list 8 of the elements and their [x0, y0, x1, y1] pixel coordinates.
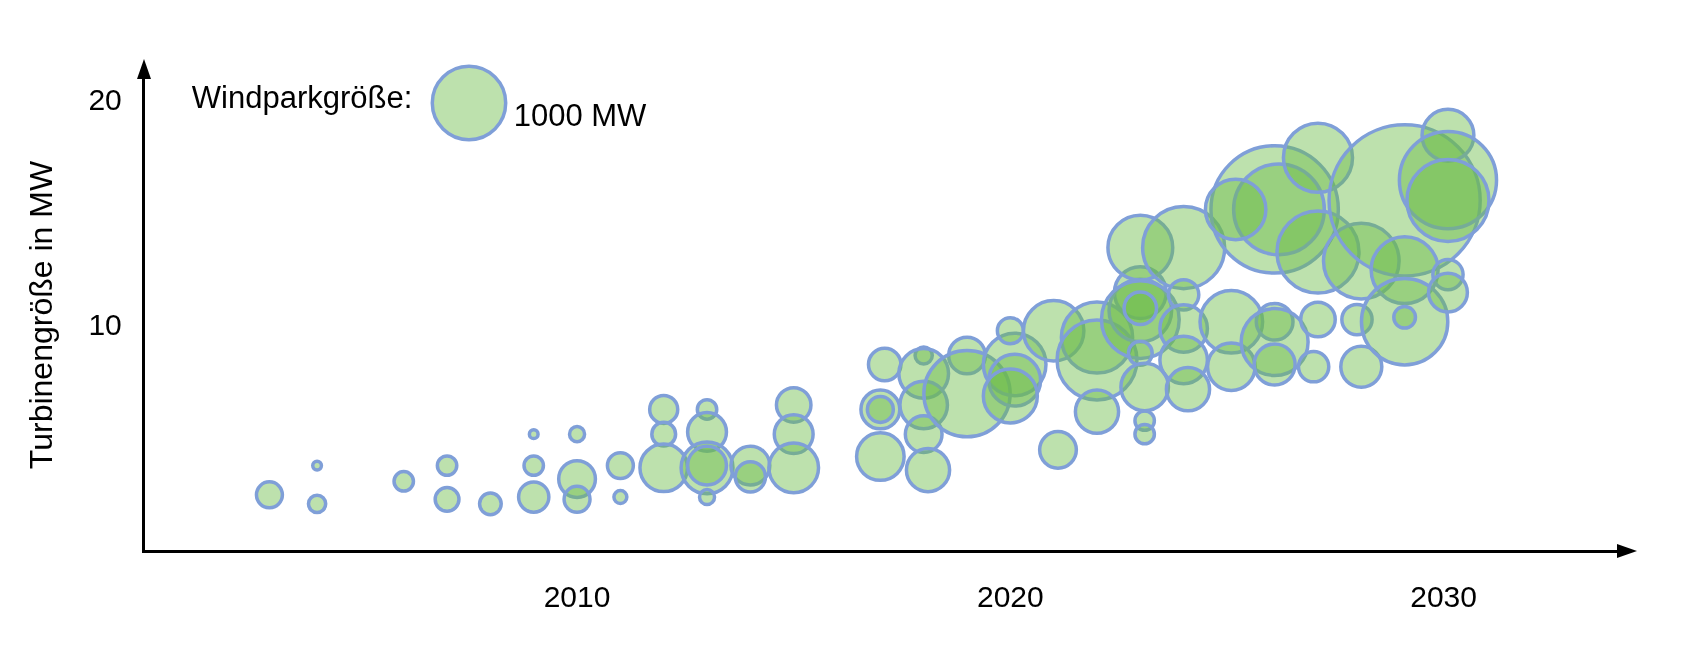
- y-tick-label: 20: [88, 82, 122, 116]
- y-tick-label: 10: [88, 307, 122, 341]
- x-tick-label: 2020: [976, 580, 1044, 614]
- x-tick-label: 2010: [543, 580, 611, 614]
- x-tick-label: 2030: [1410, 580, 1477, 614]
- legend-title: Windparkgröße:: [191, 79, 413, 115]
- y-axis-title: Turbinengröße in MW: [23, 160, 60, 470]
- legend-label: 1000 MW: [513, 97, 648, 133]
